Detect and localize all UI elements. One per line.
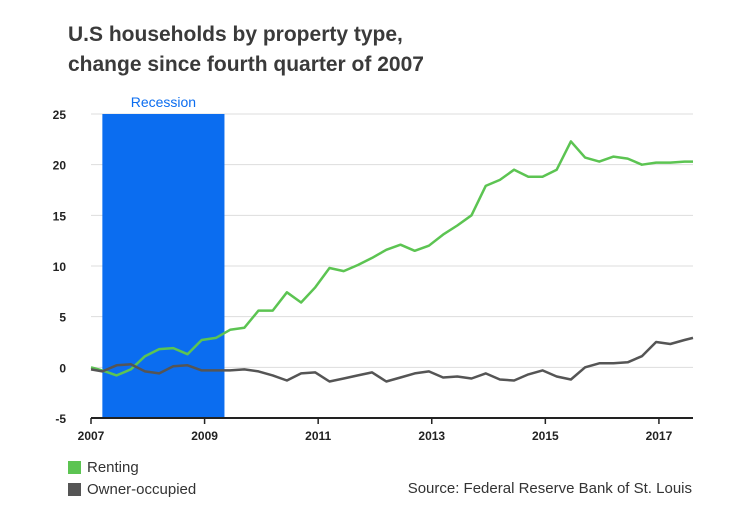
legend-label-renting: Renting <box>87 458 139 476</box>
recession-label: Recession <box>131 94 196 110</box>
x-tick-label: 2009 <box>191 429 218 443</box>
series-line-owner-occupied <box>90 336 694 383</box>
y-tick-label: 15 <box>53 209 67 223</box>
x-tick-label: 2011 <box>305 429 331 443</box>
legend-swatch-renting <box>68 460 81 474</box>
y-tick-label: 5 <box>59 311 66 325</box>
chart-title-line-2: change since fourth quarter of 2007 <box>68 53 424 76</box>
y-tick-label: 0 <box>59 361 66 375</box>
series-line-renting <box>90 140 693 377</box>
x-tick-label: 2007 <box>78 429 105 443</box>
legend-item-owner-occupied: Owner-occupied <box>68 478 196 500</box>
legend: Renting Owner-occupied <box>68 456 196 500</box>
y-tick-label: -5 <box>55 412 66 426</box>
legend-item-renting: Renting <box>68 456 196 478</box>
recession-band <box>102 114 225 418</box>
x-tick-label: 2015 <box>532 429 559 443</box>
source-note: Source: Federal Reserve Bank of St. Loui… <box>407 480 692 497</box>
x-tick-label: 2013 <box>418 429 445 443</box>
y-tick-label: 10 <box>53 260 67 274</box>
y-tick-label: 20 <box>53 159 67 173</box>
legend-label-owner-occupied: Owner-occupied <box>87 480 197 498</box>
legend-swatch-owner-occupied <box>68 482 81 496</box>
x-tick-label: 2017 <box>646 429 673 443</box>
chart-title: U.S households by property type, change … <box>68 20 424 80</box>
y-tick-label: 25 <box>53 108 67 122</box>
chart-title-line-1: U.S households by property type, <box>68 23 403 46</box>
